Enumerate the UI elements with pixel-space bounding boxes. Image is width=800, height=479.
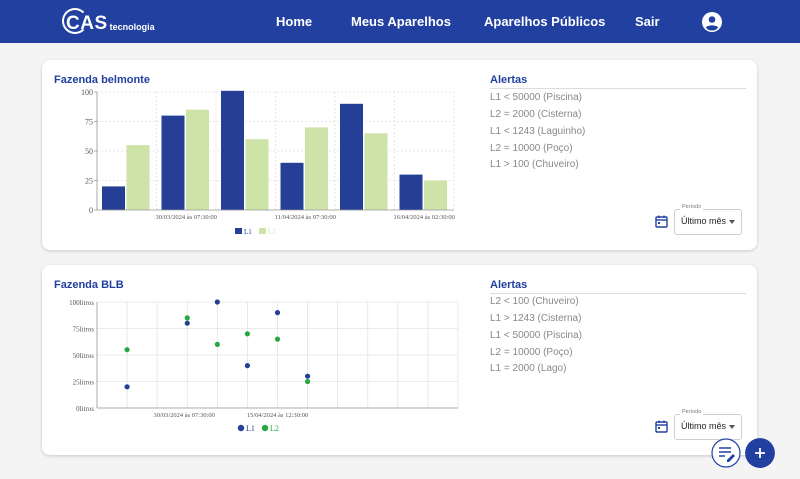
bar-l2 (186, 109, 209, 210)
alert-item: L1 < 50000 (Piscina) (490, 330, 583, 341)
y-tick-label: 75litros (73, 326, 95, 334)
point-l2 (304, 378, 311, 385)
alerts-title: Alertas (490, 279, 528, 291)
logo-arc-icon (62, 8, 88, 34)
period-select-label: Período (680, 409, 704, 415)
nav-aparelhos-publicos[interactable]: Aparelhos Públicos (484, 14, 606, 29)
bar-l1 (102, 186, 125, 210)
card-title: Fazenda belmonte (54, 74, 150, 86)
legend-label-l2: L2 (268, 228, 276, 236)
chevron-down-icon (729, 425, 735, 429)
device-card-fazenda-belmonte: Fazenda belmonte 0 25 50 75 100 30/03/2024 às… (42, 60, 757, 250)
y-tick-label: 25litros (73, 379, 95, 387)
y-tick-label: 25 (85, 177, 93, 186)
point-l1 (214, 299, 220, 305)
alert-item: L1 < 1243 (Laguinho) (490, 126, 586, 137)
alert-item: L2 = 2000 (Cisterna) (490, 109, 582, 120)
bar-l1 (221, 90, 244, 210)
point-l1 (304, 373, 311, 379)
calendar-icon[interactable] (655, 420, 668, 433)
cas-logo[interactable]: CAS tecnologia (62, 8, 155, 34)
alerts-title: Alertas (490, 74, 528, 86)
nav-meus-aparelhos[interactable]: Meus Aparelhos (351, 14, 451, 29)
period-select-label: Período (680, 204, 704, 210)
y-tick-label: 0 (89, 206, 93, 215)
scatter-chart: 0litros 25litros 50litros 75litros 100litros… (69, 299, 459, 433)
y-tick-label: 50 (85, 147, 93, 156)
bar-l2 (305, 127, 328, 210)
y-tick-label: 50litros (73, 352, 95, 360)
point-l1 (274, 310, 281, 316)
x-tick-label: 15/04/2024 às 12:30:00 (247, 412, 308, 419)
legend-label-l1: L1 (244, 228, 252, 236)
point-l1 (184, 320, 190, 326)
account-icon[interactable] (702, 12, 722, 32)
period-select[interactable]: Período Último mês (674, 204, 742, 235)
alert-item: L2 = 10000 (Poço) (490, 143, 573, 154)
edit-notes-button[interactable] (711, 438, 741, 468)
card-title: Fazenda BLB (54, 279, 124, 291)
nav-sair[interactable]: Sair (635, 14, 660, 29)
bar-l2 (245, 139, 269, 210)
point-l2 (244, 331, 251, 337)
point-l1 (124, 384, 130, 390)
legend-label-l2: L2 (270, 424, 279, 433)
bar-l1 (280, 162, 304, 210)
period-select[interactable]: Período Último mês (674, 409, 742, 440)
alert-item: L2 = 10000 (Poço) (490, 347, 573, 358)
alerts-divider (490, 293, 746, 294)
point-l2 (214, 341, 220, 347)
add-button[interactable] (745, 438, 775, 468)
y-tick-label: 0litros (76, 405, 94, 413)
logo-sub-text: tecnologia (109, 22, 155, 32)
x-tick-label: 11/04/2024 às 07:30:00 (275, 214, 336, 221)
y-tick-label: 100 (81, 88, 93, 97)
device-card-fazenda-blb: Fazenda BLB 0litros 25litros 50litros 75lit… (42, 265, 757, 455)
legend-label-l1: L1 (246, 424, 255, 433)
point-l2 (124, 347, 130, 353)
point-l2 (184, 315, 190, 321)
x-tick-label: 16/04/2024 às 02:30:00 (394, 214, 455, 221)
point-l2 (274, 336, 281, 342)
alert-item: L1 = 2000 (Lago) (490, 363, 567, 374)
legend-swatch-l2 (259, 228, 266, 234)
bar-l1 (399, 174, 423, 210)
x-tick-label: 30/03/2024 às 07:30:00 (154, 412, 215, 419)
y-tick-label: 100litros (69, 299, 94, 307)
period-select-value: Último mês (681, 216, 727, 226)
bar-l2 (126, 145, 150, 210)
bar-l1 (340, 103, 363, 210)
y-tick-label: 75 (85, 118, 93, 127)
bar-l1 (161, 115, 185, 210)
alert-item: L1 > 100 (Chuveiro) (490, 159, 579, 170)
x-tick-label: 30/03/2024 às 07:30:00 (156, 214, 217, 221)
nav-home[interactable]: Home (276, 14, 313, 29)
chevron-down-icon (729, 220, 735, 224)
point-l1 (244, 363, 251, 369)
bar-l2 (364, 133, 388, 210)
period-select-value: Último mês (681, 421, 727, 431)
legend-swatch-l2 (261, 424, 269, 432)
calendar-icon[interactable] (655, 215, 668, 228)
legend-swatch-l1 (237, 424, 245, 432)
alert-item: L2 < 100 (Chuveiro) (490, 296, 579, 307)
alert-item: L1 > 1243 (Cisterna) (490, 313, 582, 324)
legend-swatch-l1 (235, 228, 242, 234)
alerts-divider (490, 88, 746, 89)
alert-item: L1 < 50000 (Piscina) (490, 92, 583, 103)
top-navigation-bar: CAS tecnologia Home Meus Aparelhos Apare… (0, 0, 800, 43)
bar-chart: 0 25 50 75 100 30/03/2024 às 07:30:00 11/04/20… (81, 88, 455, 236)
bar-l2 (424, 180, 447, 210)
